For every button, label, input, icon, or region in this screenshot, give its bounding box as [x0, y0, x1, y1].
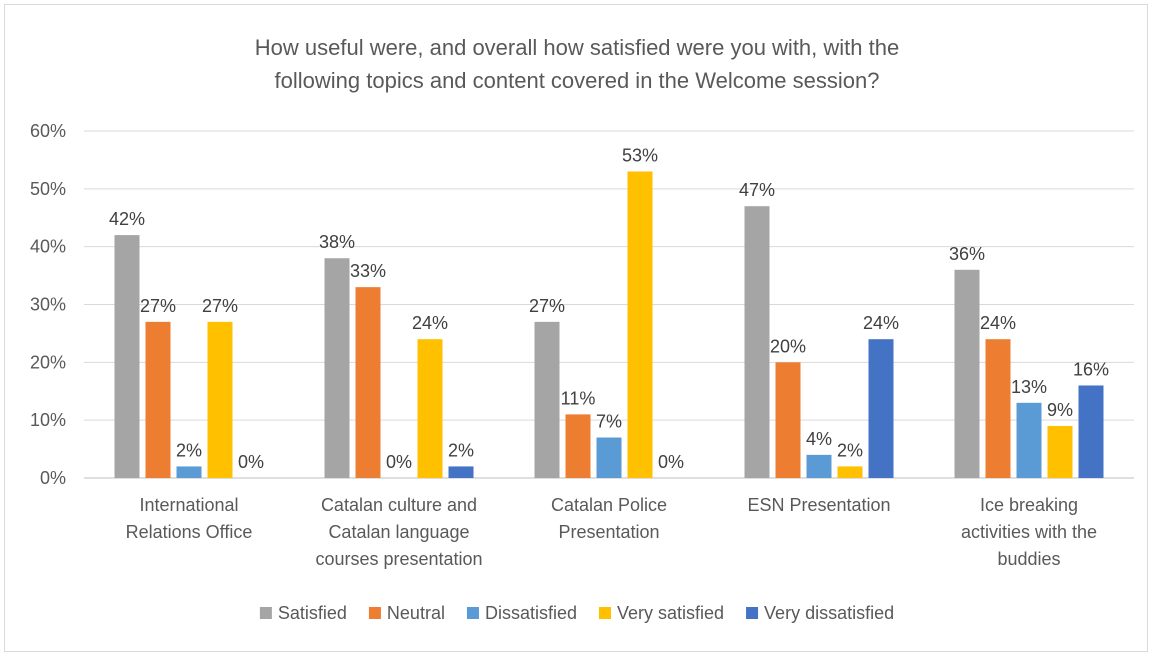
legend-swatch: [466, 607, 479, 619]
bar: [837, 466, 863, 478]
legend-label: Satisfied: [278, 603, 347, 623]
data-label: 36%: [949, 244, 985, 264]
legend-swatch: [259, 607, 272, 619]
data-label: 13%: [1011, 377, 1047, 397]
legend-label: Very dissatisfied: [764, 603, 894, 623]
chart-title: How useful were, and overall how satisfi…: [255, 35, 899, 93]
data-label: 24%: [412, 313, 448, 333]
bar: [954, 269, 980, 478]
category-label: courses presentation: [315, 549, 482, 569]
data-label: 7%: [596, 412, 622, 432]
y-tick-label: 20%: [30, 352, 66, 372]
data-label: 2%: [448, 440, 474, 460]
category-label: Catalan culture and: [321, 495, 477, 515]
bar: [627, 171, 653, 478]
data-label: 20%: [770, 336, 806, 356]
bar: [1016, 402, 1042, 478]
data-label: 0%: [658, 452, 684, 472]
legend-label: Dissatisfied: [485, 603, 577, 623]
legend-label: Very satisfied: [617, 603, 724, 623]
bar: [775, 362, 801, 478]
legend-swatch: [598, 607, 611, 619]
category-label: activities with the: [961, 522, 1097, 542]
data-label: 2%: [837, 440, 863, 460]
category-label: buddies: [997, 549, 1060, 569]
bar: [114, 235, 140, 478]
legend-label: Neutral: [387, 603, 445, 623]
y-tick-label: 50%: [30, 179, 66, 199]
data-label: 2%: [176, 440, 202, 460]
data-label: 4%: [806, 429, 832, 449]
bar: [417, 339, 443, 478]
data-label: 27%: [529, 296, 565, 316]
bar: [176, 466, 202, 478]
category-label: International: [139, 495, 238, 515]
data-label: 53%: [622, 145, 658, 165]
bar: [324, 258, 350, 478]
y-tick-label: 40%: [30, 237, 66, 257]
y-tick-label: 30%: [30, 295, 66, 315]
data-label: 24%: [863, 313, 899, 333]
data-label: 0%: [386, 452, 412, 472]
chart-title-line-1: How useful were, and overall how satisfi…: [255, 35, 899, 60]
bar: [355, 287, 381, 478]
legend-swatch: [746, 607, 759, 619]
y-tick-label: 10%: [30, 410, 66, 430]
data-label: 27%: [140, 296, 176, 316]
bar: [596, 437, 622, 478]
category-label: Catalan Police: [551, 495, 667, 515]
data-label: 9%: [1047, 400, 1073, 420]
data-labels: 42% 27% 2% 27% 0% 38% 33% 0% 24% 2% 27% 11%7% 53% 0% 4…: [109, 145, 1109, 472]
y-axis: 0% 10% 20% 30% 40% 50% 60%: [30, 121, 66, 488]
bar: [1047, 425, 1073, 478]
legend-swatch: [368, 607, 381, 619]
category-label: Relations Office: [126, 522, 253, 542]
bar: [744, 206, 770, 478]
category-label: Ice breaking: [980, 495, 1078, 515]
category-label: Catalan language: [328, 522, 469, 542]
data-label: 24%: [980, 313, 1016, 333]
legend: Satisfied Neutral Dissatisfied Very satisfi…: [259, 603, 894, 623]
category-label: Presentation: [558, 522, 659, 542]
category-label: ESN Presentation: [747, 495, 890, 515]
data-label: 38%: [319, 232, 355, 252]
y-tick-label: 0%: [40, 468, 66, 488]
bar: [985, 339, 1011, 478]
data-label: 11%: [561, 388, 596, 408]
x-axis: International Relations Office Catalan cul…: [126, 495, 1097, 569]
bar: [534, 321, 560, 478]
data-label: 16%: [1073, 359, 1109, 379]
bar: [868, 339, 894, 478]
bar: [207, 321, 233, 478]
y-tick-label: 60%: [30, 121, 66, 141]
chart-title-line-2: following topics and content covered in …: [275, 68, 880, 93]
bar: [1078, 385, 1104, 478]
data-label: 0%: [238, 452, 264, 472]
data-label: 42%: [109, 209, 145, 229]
bar: [448, 466, 474, 478]
bar: [565, 414, 591, 478]
bars: [114, 171, 1104, 478]
data-label: 27%: [202, 296, 238, 316]
data-label: 33%: [350, 261, 386, 281]
bar: [806, 454, 832, 478]
data-label: 47%: [739, 180, 775, 200]
bar: [145, 321, 171, 478]
